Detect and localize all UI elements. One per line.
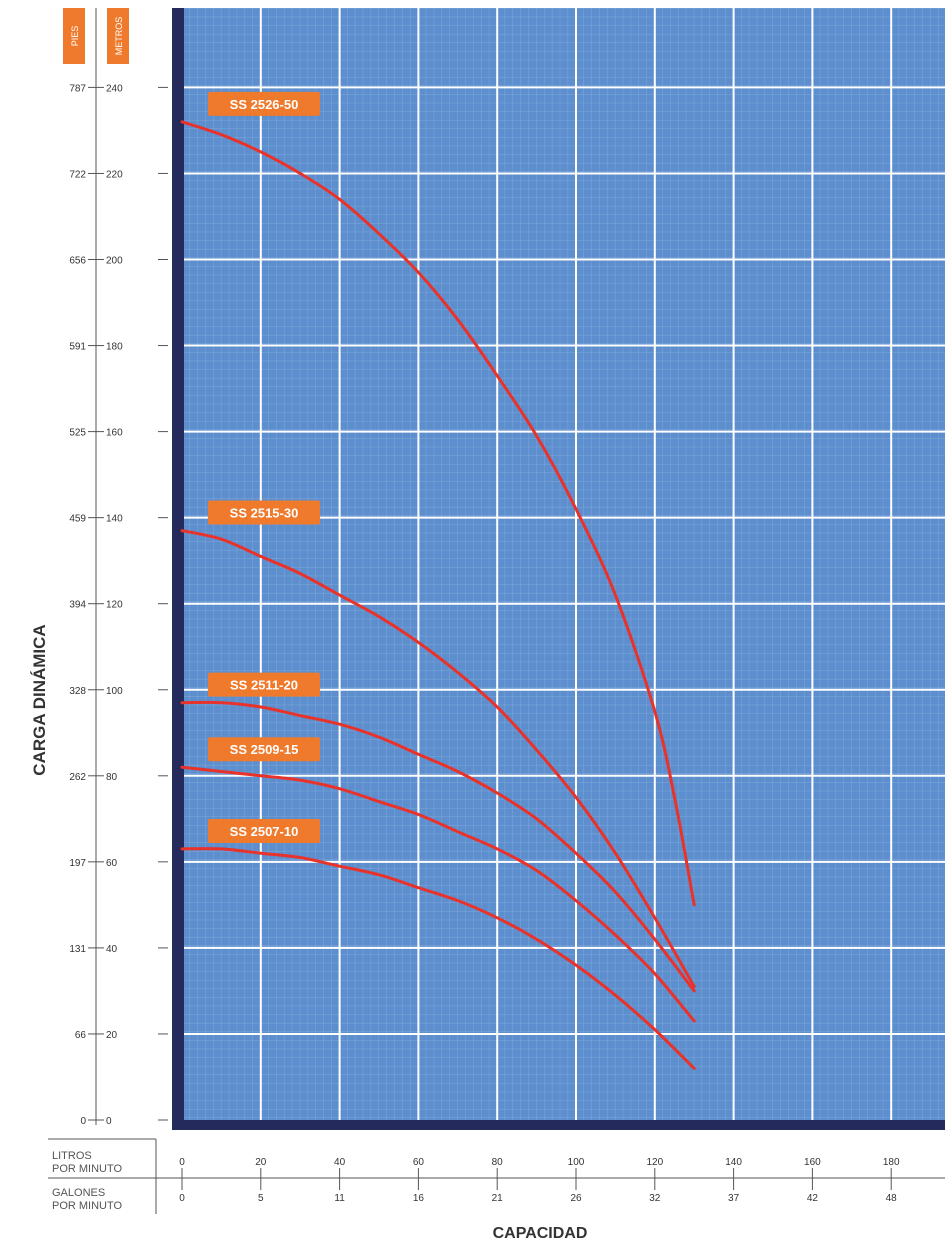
x-tick-label-gpm: 26: [570, 1193, 582, 1204]
series-label: SS 2526-50: [230, 97, 299, 112]
x-tick-label-gpm: 42: [807, 1193, 819, 1204]
y-tick-label-pies: 787: [69, 83, 86, 94]
pies-badge-label: PIES: [70, 26, 80, 47]
series-line: [180, 700, 696, 993]
pies-badge: [63, 8, 85, 64]
x-tick-label-gpm: 5: [258, 1193, 264, 1204]
y-tick-label-pies: 328: [69, 686, 86, 697]
x-tick-label-gpm: 48: [886, 1193, 898, 1204]
x-unit-lpm-line2: POR MINUTO: [52, 1163, 123, 1175]
x-tick-label-gpm: 21: [492, 1193, 504, 1204]
y-tick-label-metros: 20: [106, 1030, 118, 1041]
y-tick-label-metros: 160: [106, 428, 123, 439]
y-tick-label-metros: 220: [106, 169, 123, 180]
y-tick-label-pies: 722: [69, 169, 86, 180]
plot-frame-bottom: [172, 1120, 945, 1130]
x-unit-gpm-line1: GALONES: [52, 1187, 105, 1199]
y-axis-title: CARGA DINÁMICA: [30, 624, 49, 775]
x-tick-label-lpm: 120: [646, 1157, 663, 1168]
metros-badge-label: METROS: [114, 17, 124, 56]
y-tick-label-metros: 180: [106, 342, 123, 353]
y-tick-label-metros: 140: [106, 514, 123, 525]
x-tick-label-gpm: 0: [179, 1193, 185, 1204]
x-axis-title: CAPACIDAD: [493, 1225, 588, 1242]
series-label-badge: [208, 672, 320, 697]
series-label: SS 2515-30: [230, 506, 299, 521]
y-tick-label-pies: 656: [69, 256, 86, 267]
y-ticks: 0 0 20 66 40 131 60 197 80 262 100 328 120 394 140 459 1…: [69, 83, 168, 1127]
series-line: [180, 765, 696, 1023]
series-line: [180, 529, 696, 989]
series-lines: [180, 120, 696, 1070]
y-tick-label-metros: 40: [106, 944, 118, 955]
y-tick-label-metros: 80: [106, 772, 118, 783]
y-tick-label-pies: 394: [69, 600, 86, 611]
y-tick-label-pies: 591: [69, 342, 86, 353]
y-tick-label-pies: 66: [75, 1030, 87, 1041]
plot-minor-grid: [182, 8, 945, 1126]
series-labels: SS 2526-50 SS 2515-30 SS 2511-20 SS 2509-15…: [208, 91, 320, 843]
series-label-badge: [208, 500, 320, 525]
y-tick-label-pies: 525: [69, 428, 86, 439]
metros-badge: [107, 8, 129, 64]
x-tick-label-gpm: 32: [649, 1193, 661, 1204]
series-line: [180, 847, 696, 1070]
plot-major-grid: [182, 8, 945, 1120]
x-tick-label-gpm: 16: [413, 1193, 425, 1204]
x-tick-label-lpm: 160: [804, 1157, 821, 1168]
y-tick-label-metros: 100: [106, 686, 123, 697]
x-tick-label-lpm: 40: [334, 1157, 346, 1168]
x-tick-label-lpm: 140: [725, 1157, 742, 1168]
y-tick-label-metros: 240: [106, 83, 123, 94]
series-label-badge: [208, 818, 320, 843]
series-label: SS 2511-20: [230, 678, 298, 693]
series-label-badge: [208, 91, 320, 116]
y-tick-label-metros: 120: [106, 600, 123, 611]
y-tick-label-pies: 197: [69, 858, 86, 869]
y-tick-label-metros: 200: [106, 256, 123, 267]
y-tick-label-metros: 0: [106, 1116, 112, 1127]
x-tick-label-gpm: 11: [334, 1193, 345, 1204]
y-tick-label-metros: 60: [106, 858, 118, 869]
series-label-badge: [208, 737, 320, 762]
x-tick-label-lpm: 60: [413, 1157, 425, 1168]
series-label: SS 2509-15: [230, 742, 299, 757]
x-unit-box: [48, 1138, 945, 1214]
x-tick-label-lpm: 100: [568, 1157, 585, 1168]
series-line: [180, 120, 696, 907]
y-tick-label-pies: 0: [80, 1116, 86, 1127]
x-tick-label-lpm: 80: [492, 1157, 504, 1168]
x-ticks: 0 0 20 5 40 11 60 16 80 21 100 26 120 32 140 37 160 42 180…: [179, 1157, 900, 1204]
y-tick-label-pies: 262: [69, 772, 86, 783]
x-tick-label-lpm: 180: [883, 1157, 900, 1168]
x-unit-lpm-line1: LITROS: [52, 1150, 92, 1162]
x-tick-label-lpm: 0: [179, 1157, 185, 1168]
x-tick-label-gpm: 37: [728, 1193, 740, 1204]
y-tick-label-pies: 459: [69, 514, 86, 525]
series-label: SS 2507-10: [230, 824, 299, 839]
x-unit-gpm-line2: POR MINUTO: [52, 1200, 123, 1212]
plot-frame-left: [172, 8, 184, 1130]
y-tick-label-pies: 131: [69, 944, 86, 955]
x-tick-label-lpm: 20: [255, 1157, 267, 1168]
